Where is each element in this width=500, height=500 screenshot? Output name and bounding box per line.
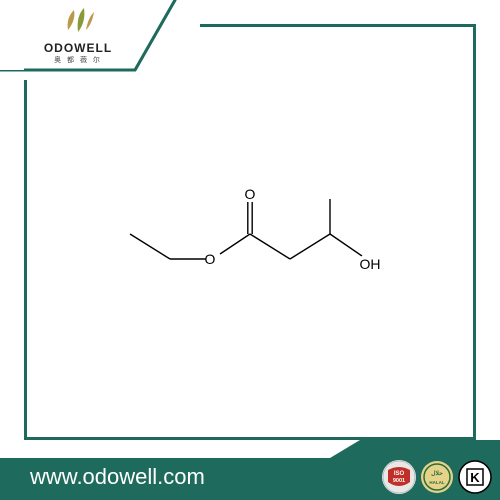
svg-text:HALAL: HALAL [429, 480, 444, 485]
brand-logo: ODOWELL 奥 都 薇 尔 [28, 6, 128, 65]
svg-text:K: K [470, 470, 480, 485]
certification-badges: ISO 9001 حلال HALAL K [382, 460, 492, 494]
leaf-icon [58, 6, 98, 34]
halal-badge: حلال HALAL [420, 460, 454, 494]
brand-name: ODOWELL [28, 41, 128, 55]
svg-text:O: O [205, 251, 216, 267]
svg-text:OH: OH [360, 256, 381, 272]
svg-text:ISO: ISO [394, 471, 405, 477]
brand-subtitle: 奥 都 薇 尔 [28, 55, 128, 65]
svg-text:حلال: حلال [431, 470, 443, 477]
molecule-diagram: O O OH [90, 184, 410, 294]
website-url[interactable]: www.odowell.com [30, 464, 205, 490]
svg-text:O: O [245, 186, 256, 202]
kosher-badge: K [458, 460, 492, 494]
iso-badge: ISO 9001 [382, 460, 416, 494]
svg-text:9001: 9001 [393, 478, 405, 484]
